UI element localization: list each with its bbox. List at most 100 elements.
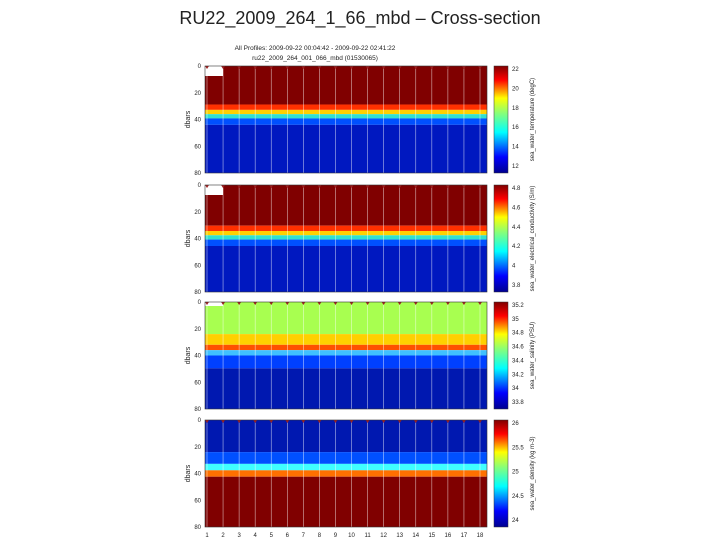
colorbar-tick-label: 34 — [512, 386, 519, 392]
profile-marker — [365, 420, 370, 423]
profile-marker — [221, 420, 226, 423]
profile-marker — [301, 66, 306, 69]
y-axis-label: dbars — [185, 464, 192, 482]
colorbar-tick-label: 4.6 — [512, 205, 521, 211]
profile-marker — [478, 302, 482, 305]
x-tick-label: 7 — [302, 533, 306, 539]
contour-band — [205, 114, 487, 119]
contour-band — [205, 420, 487, 453]
y-tick-label: 20 — [194, 327, 201, 333]
contour-band — [205, 118, 487, 125]
profile-marker — [445, 420, 450, 423]
profile-marker — [397, 185, 402, 188]
figure-line: All Profiles: 2009-09-22 00:04:42 - 2009… — [235, 45, 396, 52]
contour-band — [205, 66, 487, 105]
y-axis-label: dbars — [185, 346, 192, 364]
profile-marker — [413, 302, 418, 305]
contour-band — [205, 124, 487, 173]
panel-frame — [204, 184, 488, 293]
profile-marker — [285, 302, 290, 305]
y-tick-label: 60 — [194, 498, 201, 504]
profile-marker — [333, 420, 338, 423]
colorbar-tick-label: 4 — [512, 264, 516, 270]
profile-marker — [301, 302, 306, 305]
colorbar — [493, 301, 509, 410]
profile-marker — [237, 302, 242, 305]
profile-marker — [429, 420, 434, 423]
profile-marker — [445, 302, 450, 305]
x-tick-label: 4 — [254, 533, 258, 539]
y-axis-label: dbars — [185, 110, 192, 128]
y-tick-label: 60 — [194, 380, 201, 386]
contour-band — [205, 239, 487, 246]
contour-band — [205, 109, 487, 115]
x-tick-label: 11 — [364, 533, 371, 539]
x-tick-label: 10 — [348, 533, 355, 539]
x-tick-label: 9 — [334, 533, 338, 539]
colorbar-tick-label: 16 — [512, 125, 519, 131]
contour-band — [205, 344, 487, 351]
profile-marker — [301, 420, 306, 423]
y-tick-label: 80 — [194, 290, 201, 296]
profile-marker — [333, 66, 338, 69]
profile-marker — [221, 185, 226, 188]
contour-band — [205, 350, 487, 356]
x-tick-label: 8 — [318, 533, 322, 539]
profile-marker — [429, 66, 434, 69]
colorbar-tick-label: 22 — [512, 67, 519, 73]
contour-band — [205, 470, 487, 477]
profile-marker — [253, 420, 258, 423]
profile-marker — [237, 66, 242, 69]
profile-marker — [397, 420, 402, 423]
contour-band — [205, 245, 487, 292]
colorbar-tick-label: 4.8 — [512, 186, 521, 192]
colorbar-tick-label: 4.2 — [512, 244, 521, 250]
colorbar-tick-label: 35 — [512, 317, 519, 323]
profile-marker — [429, 185, 434, 188]
profile-marker — [461, 302, 466, 305]
colorbar — [493, 419, 509, 528]
colorbar-label: sea_water_electrical_conductivity (S/m) — [530, 186, 536, 292]
profile-marker — [461, 185, 466, 188]
contour-band — [205, 104, 487, 110]
profile-marker — [317, 66, 322, 69]
y-tick-label: 0 — [198, 418, 202, 424]
profile-marker — [478, 420, 482, 423]
y-tick-label: 40 — [194, 472, 201, 478]
x-tick-label: 6 — [286, 533, 290, 539]
profile-marker — [269, 66, 274, 69]
profile-marker — [349, 420, 354, 423]
profile-marker — [285, 66, 290, 69]
profile-marker — [317, 185, 322, 188]
profile-marker — [478, 185, 482, 188]
x-tick-label: 12 — [380, 533, 387, 539]
colorbar-tick-label: 3.8 — [512, 283, 521, 289]
profile-marker — [269, 185, 274, 188]
y-tick-label: 60 — [194, 144, 201, 150]
x-tick-label: 17 — [461, 533, 468, 539]
profile-marker — [461, 420, 466, 423]
profile-marker — [381, 302, 386, 305]
y-tick-label: 20 — [194, 445, 201, 451]
figure-line: ru22_2009_264_001_066_mbd (01530065) — [252, 55, 378, 62]
profile-marker — [429, 302, 434, 305]
profile-marker — [381, 66, 386, 69]
panel-frame — [204, 65, 488, 174]
profile-marker — [221, 302, 226, 305]
profile-marker — [333, 185, 338, 188]
profile-marker — [301, 185, 306, 188]
colorbar-tick-label: 24 — [512, 518, 519, 524]
x-tick-label: 18 — [477, 533, 484, 539]
profile-marker — [253, 302, 258, 305]
profile-marker — [381, 185, 386, 188]
contour-band — [205, 355, 487, 369]
profile-marker — [365, 66, 370, 69]
colorbar — [493, 65, 509, 174]
y-tick-label: 0 — [198, 300, 202, 306]
profile-marker — [413, 66, 418, 69]
profile-marker — [365, 302, 370, 305]
profile-marker — [381, 420, 386, 423]
colorbar-tick-label: 18 — [512, 106, 519, 112]
